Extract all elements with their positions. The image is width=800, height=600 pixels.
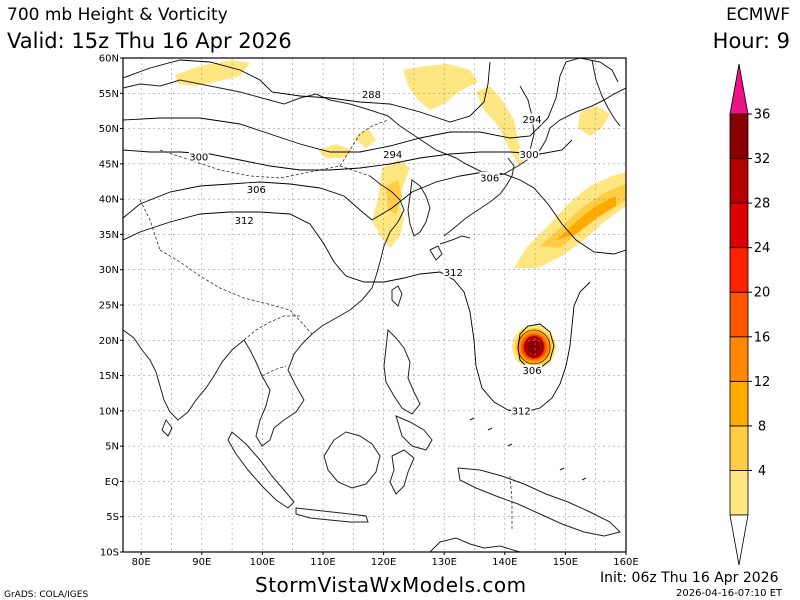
colorbar-segment	[729, 380, 749, 427]
site-footer: StormVistaWxModels.com	[255, 573, 527, 597]
vorticity-contours	[517, 329, 551, 365]
contour-294	[123, 58, 619, 153]
lon-label: 90E	[192, 557, 211, 568]
contour-label-bg	[234, 214, 255, 226]
contour-label: 312	[444, 268, 463, 279]
lat-label: 20N	[99, 336, 119, 347]
contour-label-bg	[522, 113, 543, 125]
colorbar-segment	[729, 470, 749, 516]
colorbar-segment	[729, 247, 749, 293]
colorbar-segment	[729, 336, 749, 382]
contour-label-bg	[361, 88, 382, 100]
lat-label: 55N	[99, 89, 119, 100]
run-timestamp: 2026-04-16-07:10 ET	[676, 588, 783, 599]
colorbar-label: 12	[754, 375, 771, 390]
lat-label: 15N	[99, 371, 119, 382]
contour-label: 306	[523, 366, 542, 377]
contour-labels: 288 294 294 300 300 306 306 306 312 312 312	[188, 88, 543, 417]
colorbar-segment	[729, 202, 749, 249]
contour-label-bg	[511, 404, 532, 416]
lon-label: 110E	[310, 557, 335, 568]
vorticity-maximum	[512, 325, 556, 369]
contour-label-bg	[522, 364, 543, 376]
lat-label: 25N	[99, 301, 119, 312]
colorbar-label: 36	[754, 108, 771, 123]
contour-label: 288	[362, 90, 381, 101]
lat-label: 30N	[99, 265, 119, 276]
model-name: ECMWF	[726, 5, 790, 25]
lon-label: 80E	[132, 557, 151, 568]
contour-label: 300	[519, 150, 538, 161]
init-time: Init: 06z Thu 16 Apr 2026	[600, 570, 779, 586]
valid-time: Valid: 15z Thu 16 Apr 2026	[7, 29, 292, 53]
lon-label: 120E	[371, 557, 396, 568]
colorbar-underflow-triangle	[729, 514, 749, 566]
colorbar-segment	[729, 158, 749, 204]
map-axes: 60N 55N 50N 45N 40N 35N 30N 25N 20N 15N 10N 5N EQ 5S 1…	[99, 54, 639, 569]
lat-label: 45N	[99, 159, 119, 170]
colorbar-segment	[729, 113, 749, 159]
contour-label-bg	[382, 148, 403, 160]
contour-label: 294	[383, 150, 402, 161]
contour-label: 306	[480, 173, 499, 184]
map-title: 700 mb Height & Vorticity	[7, 5, 228, 25]
colorbar-label: 28	[754, 197, 771, 212]
contour-312	[123, 211, 591, 413]
colorbar-segment	[729, 291, 749, 338]
contour-label-bg	[246, 183, 267, 195]
lon-label: 130E	[431, 557, 456, 568]
lon-label: 100E	[250, 557, 275, 568]
lat-label: EQ	[105, 477, 119, 488]
contour-label-bg	[479, 171, 500, 183]
contour-label-bg	[519, 148, 540, 160]
colorbar-overflow-triangle	[729, 63, 749, 115]
lat-label: 50N	[99, 124, 119, 135]
vorticity-shading	[175, 60, 626, 268]
colorbar-label: 24	[754, 241, 771, 256]
forecast-hour: Hour: 9	[712, 29, 790, 53]
contour-label: 312	[512, 406, 531, 417]
lat-label: 60N	[99, 54, 119, 65]
colorbar-label: 16	[754, 330, 771, 345]
contour-label-bg	[188, 150, 209, 162]
lat-label: 10N	[99, 406, 119, 417]
lon-label: 140E	[492, 557, 517, 568]
grads-credit: GrADS: COLA/IGES	[4, 590, 89, 600]
colorbar: 36 32 28 24 20 16 12 8 4	[729, 63, 771, 566]
lat-label: 5S	[106, 512, 119, 523]
contour-label: 312	[235, 216, 254, 227]
lon-label: 150E	[553, 557, 578, 568]
colorbar-segment	[729, 425, 749, 471]
colorbar-label: 32	[754, 152, 771, 167]
contour-288	[123, 59, 491, 123]
coastlines	[123, 59, 626, 552]
lat-label: 40N	[99, 195, 119, 206]
colorbar-label: 8	[758, 419, 766, 434]
lon-label: 160E	[613, 557, 638, 568]
lat-label: 35N	[99, 230, 119, 241]
lat-label: 10S	[100, 548, 119, 559]
lat-label: 5N	[105, 442, 119, 453]
contour-label-bg	[443, 266, 464, 278]
contour-label: 300	[189, 152, 208, 163]
colorbar-label: 20	[754, 286, 771, 301]
contour-label: 306	[247, 185, 266, 196]
colorbar-label: 4	[758, 464, 766, 479]
contour-306	[123, 171, 626, 255]
contour-label: 294	[523, 115, 542, 126]
